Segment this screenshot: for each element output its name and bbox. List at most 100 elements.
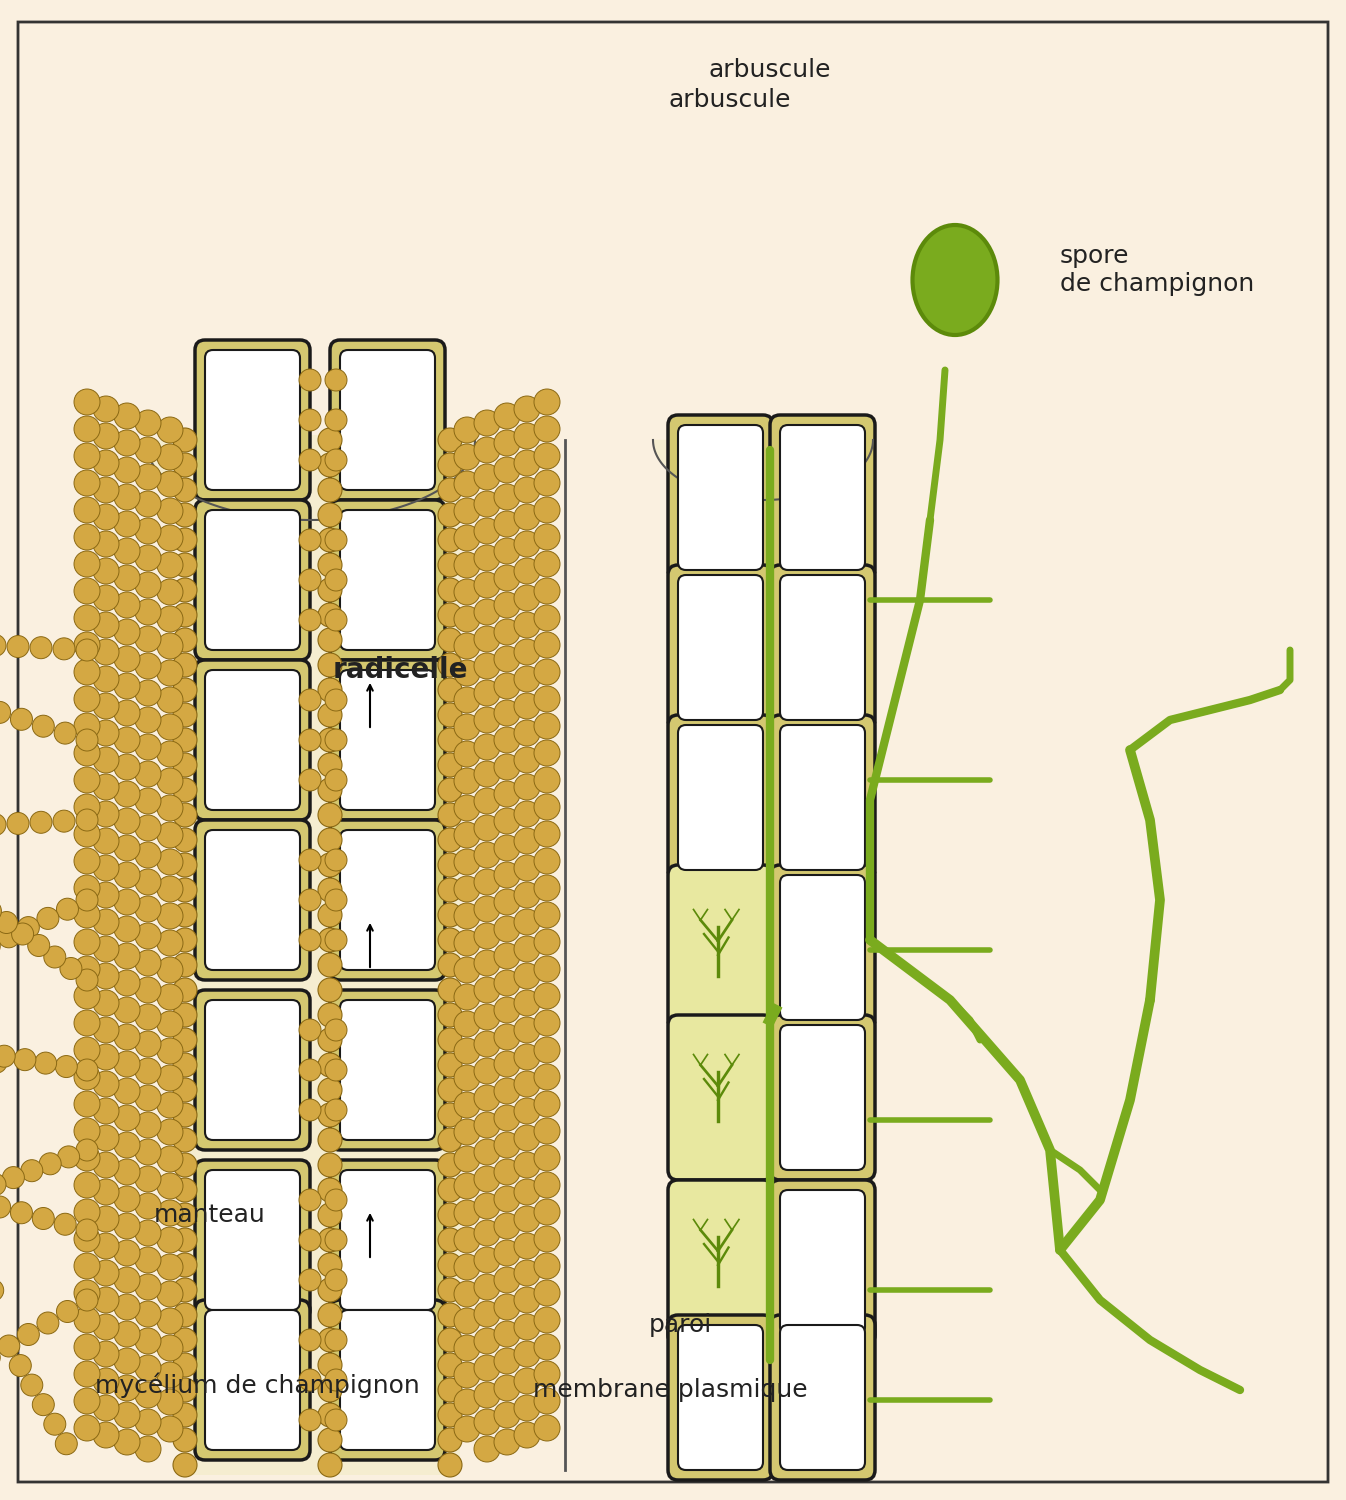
Circle shape	[454, 795, 481, 820]
Circle shape	[534, 388, 560, 416]
Circle shape	[318, 1128, 342, 1152]
Circle shape	[135, 922, 162, 950]
Circle shape	[93, 936, 118, 962]
Circle shape	[437, 828, 462, 852]
FancyBboxPatch shape	[670, 435, 875, 1474]
Circle shape	[437, 603, 462, 627]
Circle shape	[57, 898, 78, 920]
Circle shape	[174, 578, 197, 602]
Circle shape	[93, 828, 118, 854]
Circle shape	[299, 369, 320, 392]
Circle shape	[534, 686, 560, 712]
Circle shape	[93, 1422, 118, 1448]
Circle shape	[437, 1402, 462, 1426]
Circle shape	[157, 1362, 183, 1388]
Circle shape	[324, 688, 347, 711]
Circle shape	[299, 1269, 320, 1292]
Circle shape	[454, 957, 481, 982]
Circle shape	[114, 1402, 140, 1428]
FancyBboxPatch shape	[205, 510, 300, 650]
Circle shape	[299, 890, 320, 910]
Circle shape	[135, 1436, 162, 1462]
FancyBboxPatch shape	[678, 424, 763, 570]
Circle shape	[494, 1348, 520, 1374]
Circle shape	[324, 1329, 347, 1352]
Circle shape	[135, 464, 162, 490]
Circle shape	[35, 1052, 57, 1074]
Circle shape	[135, 1300, 162, 1328]
Circle shape	[157, 1065, 183, 1090]
Circle shape	[437, 978, 462, 1002]
Circle shape	[318, 778, 342, 802]
Circle shape	[454, 1416, 481, 1442]
FancyBboxPatch shape	[770, 1016, 875, 1180]
Circle shape	[157, 525, 183, 550]
Circle shape	[174, 903, 197, 927]
Circle shape	[437, 652, 462, 676]
Circle shape	[494, 1078, 520, 1104]
Circle shape	[74, 1414, 100, 1442]
Circle shape	[157, 984, 183, 1010]
Circle shape	[437, 578, 462, 602]
Circle shape	[318, 753, 342, 777]
Circle shape	[454, 1146, 481, 1172]
Circle shape	[324, 729, 347, 752]
Circle shape	[494, 674, 520, 699]
Circle shape	[114, 620, 140, 645]
Circle shape	[157, 444, 183, 470]
Circle shape	[93, 774, 118, 800]
Circle shape	[437, 952, 462, 976]
Circle shape	[9, 1354, 31, 1377]
Text: arbuscule: arbuscule	[669, 88, 791, 112]
Circle shape	[454, 1200, 481, 1225]
Circle shape	[299, 770, 320, 790]
Circle shape	[494, 1186, 520, 1212]
Circle shape	[474, 1058, 499, 1084]
Circle shape	[318, 1402, 342, 1426]
Circle shape	[494, 484, 520, 510]
Circle shape	[174, 1128, 197, 1152]
Circle shape	[437, 1304, 462, 1328]
Circle shape	[114, 1160, 140, 1185]
Circle shape	[174, 1102, 197, 1126]
Circle shape	[135, 626, 162, 652]
Circle shape	[174, 528, 197, 552]
Circle shape	[324, 369, 347, 392]
Circle shape	[54, 722, 77, 744]
Circle shape	[174, 1328, 197, 1352]
Circle shape	[114, 1294, 140, 1320]
FancyBboxPatch shape	[779, 874, 865, 1020]
Circle shape	[514, 909, 540, 934]
Circle shape	[494, 1214, 520, 1239]
Circle shape	[324, 530, 347, 550]
Circle shape	[157, 1389, 183, 1414]
Circle shape	[61, 957, 82, 980]
Circle shape	[437, 1378, 462, 1402]
Circle shape	[474, 572, 499, 598]
Circle shape	[93, 801, 118, 826]
Circle shape	[474, 1112, 499, 1138]
Circle shape	[494, 1052, 520, 1077]
Circle shape	[157, 768, 183, 794]
Circle shape	[437, 1102, 462, 1126]
Circle shape	[494, 512, 520, 537]
Circle shape	[135, 1084, 162, 1112]
FancyBboxPatch shape	[17, 22, 1329, 1482]
Circle shape	[514, 936, 540, 962]
Circle shape	[454, 552, 481, 578]
Circle shape	[514, 450, 540, 476]
Circle shape	[514, 1179, 540, 1204]
Circle shape	[437, 728, 462, 752]
Circle shape	[157, 1011, 183, 1036]
Circle shape	[318, 1278, 342, 1302]
Circle shape	[157, 1173, 183, 1198]
Circle shape	[324, 770, 347, 790]
Circle shape	[135, 1220, 162, 1246]
Circle shape	[0, 1280, 4, 1302]
Circle shape	[93, 1314, 118, 1340]
Circle shape	[474, 1004, 499, 1031]
Circle shape	[454, 606, 481, 631]
Circle shape	[52, 810, 75, 832]
Circle shape	[534, 1036, 560, 1064]
Circle shape	[534, 1414, 560, 1442]
